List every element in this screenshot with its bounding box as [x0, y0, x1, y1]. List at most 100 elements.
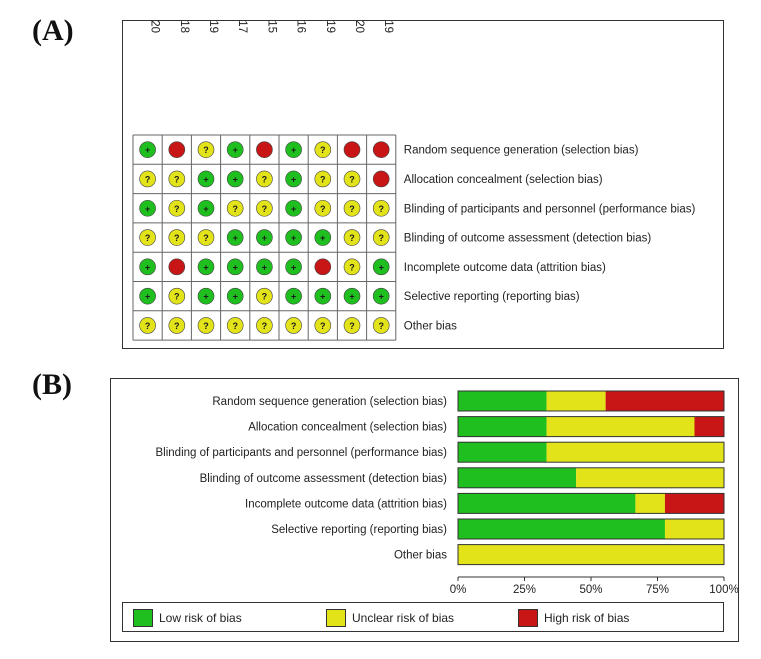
bar-label-incomplete-outcome-data-attrition-bias: Incomplete outcome data (attrition bias) [245, 498, 447, 510]
rating-symbol-2-5: + [291, 204, 296, 214]
rating-dot-4-5-low [285, 258, 302, 276]
bar-outline-4 [457, 492, 725, 514]
risk-of-bias-summary-chart: Schramm 2020 Salahuddin 2018 Navia 2019 Lap… [132, 0, 695, 341]
bar-low-2 [458, 442, 547, 463]
rating-dot-6-3-unclear [226, 317, 244, 334]
bar-outline-3 [457, 467, 725, 489]
domain-label-other-bias: Other bias [404, 320, 457, 332]
rating-dot-4-2-low [197, 258, 215, 276]
rating-symbol-1-4: ? [262, 174, 268, 184]
rating-symbol-5-8: + [379, 292, 384, 302]
rating-symbol-3-2: ? [203, 233, 209, 243]
rating-symbol-2-0: + [145, 204, 150, 214]
rating-dot-1-0-unclear [139, 170, 156, 188]
bar-label-random-sequence-generation-selection-bias: Random sequence generation (selection bi… [212, 396, 447, 408]
x-tick-label-3: 75% [646, 584, 669, 596]
rating-dot-1-5-low [285, 170, 302, 188]
rating-dot-6-2-unclear [197, 317, 215, 334]
rating-symbol-3-7: ? [349, 233, 355, 243]
rating-dot-2-4-unclear [256, 199, 273, 217]
rating-dot-3-7-unclear [343, 229, 361, 246]
domain-label-blinding-of-outcome-assessment-detection-bias: Blinding of outcome assessment (detectio… [404, 233, 652, 245]
rating-symbol-0-2: ? [203, 145, 209, 155]
rating-dot-1-6-unclear [314, 170, 332, 188]
bar-unclear-0 [546, 391, 606, 411]
legend-label-unclear: Unclear risk of bias [352, 611, 455, 625]
rating-dot-2-7-unclear [343, 199, 361, 217]
bar-high-1 [694, 416, 724, 437]
bar-label-blinding-of-participants-and-personnel-performance-bias: Blinding of participants and personnel (… [156, 447, 448, 459]
rating-symbol-6-5: ? [291, 321, 297, 331]
rating-dot-5-7-low [343, 287, 361, 305]
rating-symbol-2-8: ? [378, 204, 384, 214]
rating-symbol-3-1: ? [174, 233, 180, 243]
bar-high-0 [605, 391, 724, 411]
rating-symbol-6-8: ? [378, 321, 384, 331]
legend-label-high: High risk of bias [544, 611, 630, 625]
rating-dot-0-3-low [226, 141, 244, 158]
rating-dot-3-1-unclear [168, 229, 186, 246]
rating-dot-6-7-unclear [343, 317, 361, 334]
rating-symbol-2-1: ? [174, 204, 180, 214]
rating-dot-0-6-unclear [314, 141, 332, 158]
bar-unclear-4 [635, 493, 665, 514]
rating-symbol-0-5: + [291, 145, 296, 155]
rating-symbol-4-0: + [145, 262, 150, 272]
bar-low-0 [458, 391, 547, 411]
bar-low-1 [458, 416, 547, 437]
domain-label-random-sequence-generation-selection-bias: Random sequence generation (selection bi… [404, 145, 639, 157]
rating-dot-2-5-low [285, 199, 302, 217]
bar-label-blinding-of-outcome-assessment-detection-bias: Blinding of outcome assessment (detectio… [200, 473, 448, 485]
rating-symbol-5-7: + [349, 292, 354, 302]
rating-dot-3-5-low [285, 229, 302, 246]
rating-dot-5-0-low [139, 287, 156, 305]
risk-of-bias-summary-frame: Schramm 2020 Salahuddin 2018 Navia 2019 Lap… [122, 0, 724, 349]
rating-symbol-6-7: ? [349, 321, 355, 331]
rating-dot-5-8-low [372, 287, 390, 305]
rating-symbol-0-0: + [145, 145, 150, 155]
bar-label-selective-reporting-reporting-bias: Selective reporting (reporting bias) [271, 524, 447, 536]
study-label-compagne-2019: Compagne 2019 [324, 21, 336, 33]
bar-low-5 [458, 519, 665, 539]
x-tick-label-4: 100% [709, 584, 738, 596]
study-label-salahuddin-2018: Salahuddin 2018 [178, 21, 190, 33]
rating-symbol-3-6: + [320, 233, 325, 243]
rating-symbol-2-7: ? [349, 204, 355, 214]
bar-outline-1 [457, 416, 725, 438]
rating-dot-3-3-low [226, 229, 244, 246]
rating-symbol-3-5: + [291, 233, 296, 243]
rating-dot-1-1-unclear [168, 170, 186, 188]
study-label-dorn-2015: Dorn 2015 [265, 21, 277, 33]
rating-dot-3-0-unclear [139, 229, 156, 246]
rating-symbol-3-3: + [233, 233, 238, 243]
legend-label-low: Low risk of bias [159, 611, 242, 625]
rating-dot-0-2-unclear [197, 141, 215, 158]
rating-symbol-0-3: + [233, 145, 238, 155]
rating-symbol-6-0: ? [145, 321, 151, 331]
bar-outline-5 [457, 518, 725, 540]
rating-dot-2-6-unclear [314, 199, 332, 217]
domain-label-incomplete-outcome-data-attrition-bias: Incomplete outcome data (attrition bias) [404, 262, 606, 274]
rating-dot-5-1-unclear [168, 287, 186, 305]
study-label-lapergue-2017: Lapergue 2017 [236, 21, 248, 33]
bar-outline-0 [457, 390, 725, 412]
rating-symbol-4-8: + [379, 262, 384, 272]
x-tick-label-1: 25% [513, 584, 536, 596]
risk-of-bias-graph-chart: Random sequence generation (selection bi… [156, 390, 739, 596]
rating-dot-5-2-low [197, 287, 215, 305]
legend-item-high: High risk of bias [518, 609, 629, 627]
bar-high-4 [664, 493, 724, 514]
rating-symbol-5-2: + [203, 292, 208, 302]
rating-symbol-1-1: ? [174, 174, 180, 184]
bar-unclear-6 [458, 544, 724, 565]
rating-symbol-4-4: + [262, 262, 267, 272]
rating-symbol-6-2: ? [203, 321, 209, 331]
bar-outline-6 [457, 544, 725, 566]
study-label-navia-2019: Navia 2019 [207, 21, 219, 33]
rating-dot-2-3-unclear [226, 199, 244, 217]
rating-dot-4-1-high [168, 258, 186, 276]
bar-low-3 [458, 467, 577, 488]
rating-dot-1-3-low [226, 170, 244, 188]
rating-symbol-6-3: ? [232, 321, 238, 331]
bar-label-other-bias: Other bias [394, 550, 447, 562]
